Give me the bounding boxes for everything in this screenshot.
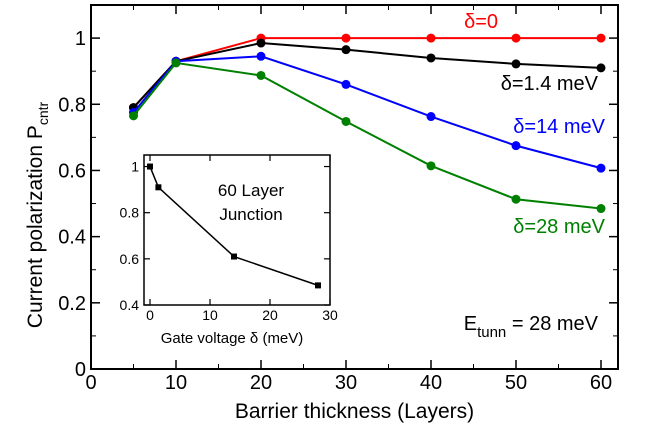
tunnel-energy-annotation: Etunn = 28 meV [464,313,599,341]
inset-x-axis-title: Gate voltage δ (meV) [161,330,304,347]
inset-x-tick-label: 10 [202,307,218,323]
series-label: δ=0 [464,11,498,33]
annotation-main: E [464,313,477,335]
x-tick-label: 40 [420,372,442,394]
data-point [426,53,436,63]
inset-y-tick-label: 0.6 [120,251,140,267]
inset-frame [143,154,331,306]
inset-plot: 0 10 20 30 0.4 0.6 0.8 1 Gate voltage δ (meV) 60 … [104,145,345,355]
plot-frame [90,4,619,370]
data-point [511,33,521,43]
series-label: δ=1.4 meV [501,73,599,95]
y-tick-label: 0.4 [58,227,86,249]
x-tick-label: 50 [505,372,527,394]
x-tick-label: 20 [250,372,272,394]
x-tick-label: 60 [590,372,612,394]
inset-x-tick-label: 0 [146,307,154,323]
y-tick-label: 0 [75,359,86,381]
inset-y-tick-label: 0.8 [120,205,140,221]
data-point [426,33,436,43]
data-point [511,194,521,204]
data-point [129,111,138,121]
data-point [511,141,521,151]
inset-data-point [315,282,321,289]
data-point [596,33,606,43]
annotation-sub: tunn [477,324,506,341]
inset-y-tick-label: 0.4 [120,297,140,313]
data-point [596,204,606,214]
y-tick-label: 0.2 [58,293,86,315]
inset-background [104,145,345,355]
data-point [341,33,351,43]
series-label: δ=14 meV [513,116,605,138]
data-point [171,58,181,68]
inset-series-line [149,166,319,287]
inset-annotation-line2: Junction [219,205,282,224]
data-point [256,38,266,48]
inset-data-point [155,184,162,191]
data-point [426,112,436,122]
data-point [596,63,606,73]
x-tick-label: 0 [85,372,96,394]
data-point [426,161,436,171]
data-point [256,70,266,80]
data-point [341,45,351,55]
x-tick-label: 30 [335,372,357,394]
y-axis-title-sub: cntr [35,101,51,125]
data-point [341,116,351,126]
y-tick-label: 0.8 [58,94,86,116]
inset-x-tick-label: 20 [262,307,278,323]
inset-y-tick-label: 1 [131,159,139,175]
data-point [511,59,521,69]
x-tick-label: 10 [165,372,187,394]
y-tick-label: 1 [75,28,86,50]
inset-data-point [147,163,153,170]
data-point [256,51,266,61]
inset-x-tick-label: 30 [322,307,338,323]
data-point [341,79,351,89]
data-point [596,163,606,173]
inset-data-point [231,253,237,260]
annotation-rest: = 28 meV [506,313,598,335]
y-axis-title-main: Current polarization P [24,125,47,328]
inset-annotation-line1: 60 Layer [218,181,284,200]
series-label: δ=28 meV [513,216,605,238]
x-axis-title: Barrier thickness (Layers) [235,400,474,423]
y-tick-label: 0.6 [58,160,86,182]
y-axis-title: Current polarization Pcntr [24,101,51,328]
